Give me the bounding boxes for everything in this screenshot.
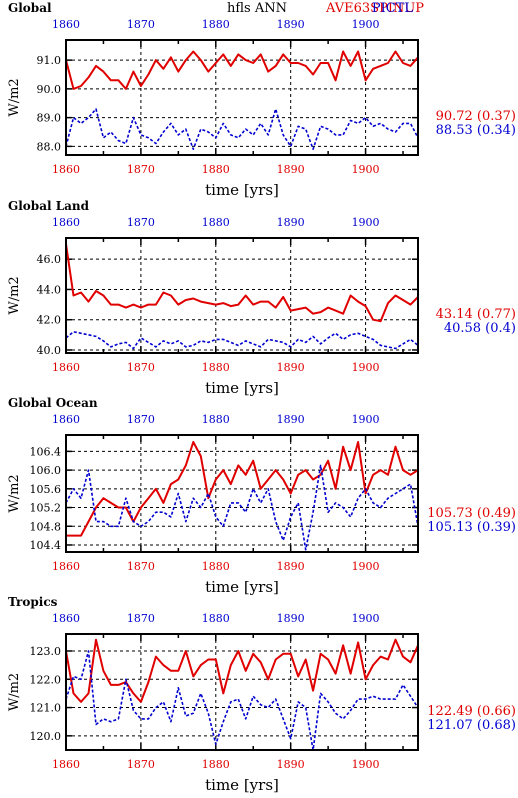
series-summary-pictl: 121.07 (0.68) xyxy=(427,718,516,733)
x-tick-label: 1900 xyxy=(352,758,380,771)
x-tick-label: 1880 xyxy=(202,163,230,176)
y-axis-label: W/m2 xyxy=(7,474,22,512)
top-x-tick-label: 1900 xyxy=(352,216,380,229)
x-tick-label: 1860 xyxy=(52,163,80,176)
series-summary-ave63spinup: 122.49 (0.66) xyxy=(427,704,516,719)
series-summary-pictl: 105.13 (0.39) xyxy=(427,520,516,535)
y-tick-label: 121.0 xyxy=(30,702,62,715)
x-tick-label: 1860 xyxy=(52,361,80,374)
top-x-tick-label: 1860 xyxy=(52,18,80,31)
y-tick-label: 106.4 xyxy=(30,445,62,458)
top-x-tick-label: 1900 xyxy=(352,413,380,426)
panel-global-land: Global Land 1860 1870 1880 1890 1900 40.0 42.0 4… xyxy=(7,199,516,397)
y-tick-label: 106.0 xyxy=(30,464,62,477)
x-tick-label: 1860 xyxy=(52,560,80,573)
y-tick-label: 120.0 xyxy=(30,730,62,743)
series-summary-pictl: 88.53 (0.34) xyxy=(436,123,516,138)
y-tick-label: 40.0 xyxy=(37,344,62,357)
case-labels: AVE63SPINUP PICTL xyxy=(325,1,424,16)
series-line-ave63spinup xyxy=(65,243,419,323)
series-line-pictl xyxy=(65,108,419,150)
top-x-tick-label: 1880 xyxy=(202,18,230,31)
y-tick-label: 42.0 xyxy=(37,314,62,327)
series-summary-ave63spinup: 90.72 (0.37) xyxy=(436,109,516,124)
x-tick-label: 1880 xyxy=(202,758,230,771)
series-summary-pictl: 40.58 (0.4) xyxy=(444,321,516,336)
variable-title: hfls ANN xyxy=(227,1,287,16)
top-x-tick-label: 1880 xyxy=(202,216,230,229)
top-x-tick-label: 1870 xyxy=(127,612,155,625)
x-tick-label: 1870 xyxy=(127,560,155,573)
y-axis-label: W/m2 xyxy=(7,276,22,314)
y-tick-label: 122.0 xyxy=(30,673,62,686)
plot-frame xyxy=(65,434,419,553)
x-axis-label: time [yrs] xyxy=(205,776,279,794)
case-label-red: AVE63SPINUP xyxy=(325,1,424,16)
y-tick-label: 91.0 xyxy=(37,54,62,67)
series-line-pictl xyxy=(65,650,419,751)
top-x-tick-label: 1880 xyxy=(202,612,230,625)
y-tick-label: 88.0 xyxy=(37,140,62,153)
y-tick-label: 105.6 xyxy=(30,483,62,496)
x-tick-label: 1880 xyxy=(202,560,230,573)
y-tick-label: 104.8 xyxy=(30,520,62,533)
x-tick-label: 1900 xyxy=(352,560,380,573)
x-tick-label: 1870 xyxy=(127,163,155,176)
top-x-tick-label: 1880 xyxy=(202,413,230,426)
panel-title: Global Ocean xyxy=(8,396,98,410)
x-tick-label: 1890 xyxy=(277,758,305,771)
plot-frame xyxy=(65,39,419,156)
x-tick-label: 1870 xyxy=(127,361,155,374)
series-summary-ave63spinup: 43.14 (0.77) xyxy=(436,307,516,322)
x-axis-label: time [yrs] xyxy=(205,578,279,596)
x-axis-label: time [yrs] xyxy=(205,181,279,199)
top-x-tick-label: 1890 xyxy=(277,18,305,31)
x-axis-label: time [yrs] xyxy=(205,379,279,397)
panel-tropics: Tropics 1860 1870 1880 1890 1900 120.0 121.0 122… xyxy=(7,595,516,794)
top-x-tick-label: 1870 xyxy=(127,413,155,426)
plot-frame xyxy=(65,633,419,751)
top-x-tick-label: 1890 xyxy=(277,216,305,229)
case-label-blue: PICTL xyxy=(372,1,414,16)
x-tick-label: 1890 xyxy=(277,560,305,573)
panel-title: Tropics xyxy=(8,595,58,609)
y-tick-label: 89.0 xyxy=(37,112,62,125)
top-x-tick-label: 1890 xyxy=(277,413,305,426)
series-summary-ave63spinup: 105.73 (0.49) xyxy=(427,506,516,521)
y-axis-label: W/m2 xyxy=(7,673,22,711)
x-tick-label: 1880 xyxy=(202,361,230,374)
y-tick-label: 46.0 xyxy=(37,253,62,266)
y-tick-label: 123.0 xyxy=(30,645,62,658)
top-x-tick-label: 1890 xyxy=(277,612,305,625)
series-line-pictl xyxy=(65,464,419,551)
x-tick-label: 1900 xyxy=(352,361,380,374)
top-x-tick-label: 1900 xyxy=(352,18,380,31)
top-x-tick-label: 1860 xyxy=(52,216,80,229)
panel-title: Global Land xyxy=(8,199,90,213)
series-line-ave63spinup xyxy=(66,441,419,537)
x-tick-label: 1870 xyxy=(127,758,155,771)
y-axis-label: W/m2 xyxy=(7,78,22,116)
top-x-tick-label: 1860 xyxy=(52,413,80,426)
x-tick-label: 1890 xyxy=(277,163,305,176)
y-tick-label: 44.0 xyxy=(37,283,62,296)
series-line-pictl xyxy=(65,330,419,350)
panel-global-ocean: Global Ocean 1860 1870 1880 1890 1900 104.4 104… xyxy=(7,396,516,596)
plot-frame xyxy=(65,237,419,354)
top-x-tick-label: 1870 xyxy=(127,18,155,31)
top-x-tick-label: 1870 xyxy=(127,216,155,229)
y-tick-label: 105.2 xyxy=(30,502,62,515)
x-tick-label: 1890 xyxy=(277,361,305,374)
y-tick-label: 90.0 xyxy=(37,83,62,96)
y-tick-label: 104.4 xyxy=(30,539,62,552)
x-tick-label: 1900 xyxy=(352,163,380,176)
panel-title: Global xyxy=(8,1,52,15)
top-x-tick-label: 1860 xyxy=(52,612,80,625)
top-x-tick-label: 1900 xyxy=(352,612,380,625)
x-tick-label: 1860 xyxy=(52,758,80,771)
series-line-ave63spinup xyxy=(65,50,419,90)
